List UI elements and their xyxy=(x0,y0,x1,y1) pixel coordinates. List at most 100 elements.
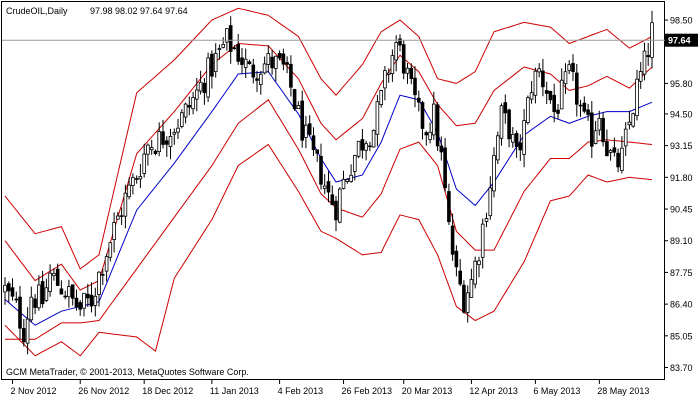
candle[interactable] xyxy=(334,195,338,232)
candle[interactable] xyxy=(375,95,380,147)
candle[interactable] xyxy=(638,62,643,89)
candle[interactable] xyxy=(183,102,188,124)
candle[interactable] xyxy=(439,136,444,161)
candle[interactable] xyxy=(108,242,113,262)
candle[interactable] xyxy=(548,90,553,104)
candle[interactable] xyxy=(575,64,579,117)
candle[interactable] xyxy=(435,102,440,151)
candle[interactable] xyxy=(563,63,568,94)
candle[interactable] xyxy=(631,112,635,128)
candle[interactable] xyxy=(646,43,650,66)
candle[interactable] xyxy=(153,149,158,156)
candle[interactable] xyxy=(541,58,545,97)
candle[interactable] xyxy=(352,154,357,181)
candle[interactable] xyxy=(330,185,335,206)
candle[interactable] xyxy=(401,40,406,80)
candles[interactable] xyxy=(3,10,654,355)
candle[interactable] xyxy=(394,35,398,72)
candle[interactable] xyxy=(304,115,308,149)
candle[interactable] xyxy=(571,54,575,81)
candle[interactable] xyxy=(191,91,195,115)
candle[interactable] xyxy=(119,207,124,225)
candle[interactable] xyxy=(315,149,319,162)
candle[interactable] xyxy=(356,140,361,159)
candle[interactable] xyxy=(514,130,519,158)
candle[interactable] xyxy=(7,281,11,303)
candle[interactable] xyxy=(349,164,353,183)
candle[interactable] xyxy=(40,270,45,308)
candle[interactable] xyxy=(247,59,252,65)
candle[interactable] xyxy=(198,70,203,95)
candle[interactable] xyxy=(623,122,628,156)
candle[interactable] xyxy=(529,81,534,104)
candle[interactable] xyxy=(578,99,583,117)
candle[interactable] xyxy=(480,218,485,269)
candle[interactable] xyxy=(567,60,571,74)
candle[interactable] xyxy=(322,174,327,195)
candle[interactable] xyxy=(642,42,647,81)
candle[interactable] xyxy=(101,268,105,285)
candle[interactable] xyxy=(431,91,436,140)
candle[interactable] xyxy=(526,95,530,125)
candle[interactable] xyxy=(296,101,301,110)
candle[interactable] xyxy=(593,121,598,145)
candle[interactable] xyxy=(168,128,173,160)
candle[interactable] xyxy=(326,171,331,203)
candle[interactable] xyxy=(586,103,590,121)
candle[interactable] xyxy=(202,78,207,105)
candle[interactable] xyxy=(70,284,75,306)
candle[interactable] xyxy=(307,115,312,137)
candle[interactable] xyxy=(161,119,165,149)
candle[interactable] xyxy=(398,34,402,52)
candle[interactable] xyxy=(345,178,350,184)
candle[interactable] xyxy=(416,90,421,112)
candle[interactable] xyxy=(29,286,34,322)
candle[interactable] xyxy=(477,256,481,278)
candle[interactable] xyxy=(371,129,376,148)
candle[interactable] xyxy=(225,28,229,51)
candle[interactable] xyxy=(300,90,304,148)
candle[interactable] xyxy=(236,34,241,65)
candle[interactable] xyxy=(123,184,128,229)
candle[interactable] xyxy=(337,187,342,224)
candle[interactable] xyxy=(142,143,147,178)
candle[interactable] xyxy=(138,163,143,188)
candle[interactable] xyxy=(469,268,474,298)
candle[interactable] xyxy=(127,177,131,200)
candle[interactable] xyxy=(612,137,617,157)
candle[interactable] xyxy=(420,100,425,140)
candle[interactable] xyxy=(89,282,94,313)
candle[interactable] xyxy=(559,68,564,110)
candle[interactable] xyxy=(601,112,605,147)
candle[interactable] xyxy=(556,104,560,120)
candle[interactable] xyxy=(273,55,278,82)
candle[interactable] xyxy=(360,128,365,159)
candle[interactable] xyxy=(462,280,466,314)
candle[interactable] xyxy=(383,66,387,101)
candle[interactable] xyxy=(187,96,192,116)
candle[interactable] xyxy=(48,264,52,297)
candle[interactable] xyxy=(217,44,222,60)
candle[interactable] xyxy=(413,66,417,108)
candle[interactable] xyxy=(194,78,199,112)
candle[interactable] xyxy=(93,287,98,317)
candle[interactable] xyxy=(281,48,286,71)
candle[interactable] xyxy=(210,50,214,89)
candle[interactable] xyxy=(492,147,496,198)
candle[interactable] xyxy=(240,47,244,74)
candle[interactable] xyxy=(608,148,613,161)
candle[interactable] xyxy=(37,275,41,311)
candle[interactable] xyxy=(67,279,71,308)
candle[interactable] xyxy=(503,94,508,124)
candle[interactable] xyxy=(157,122,162,157)
candle[interactable] xyxy=(251,58,256,84)
candle[interactable] xyxy=(484,212,489,228)
candle[interactable] xyxy=(25,307,30,355)
candle[interactable] xyxy=(149,139,154,155)
candle[interactable] xyxy=(544,81,549,104)
candle[interactable] xyxy=(116,212,120,220)
candle[interactable] xyxy=(616,148,620,173)
candle[interactable] xyxy=(59,280,64,295)
candle[interactable] xyxy=(473,256,477,289)
